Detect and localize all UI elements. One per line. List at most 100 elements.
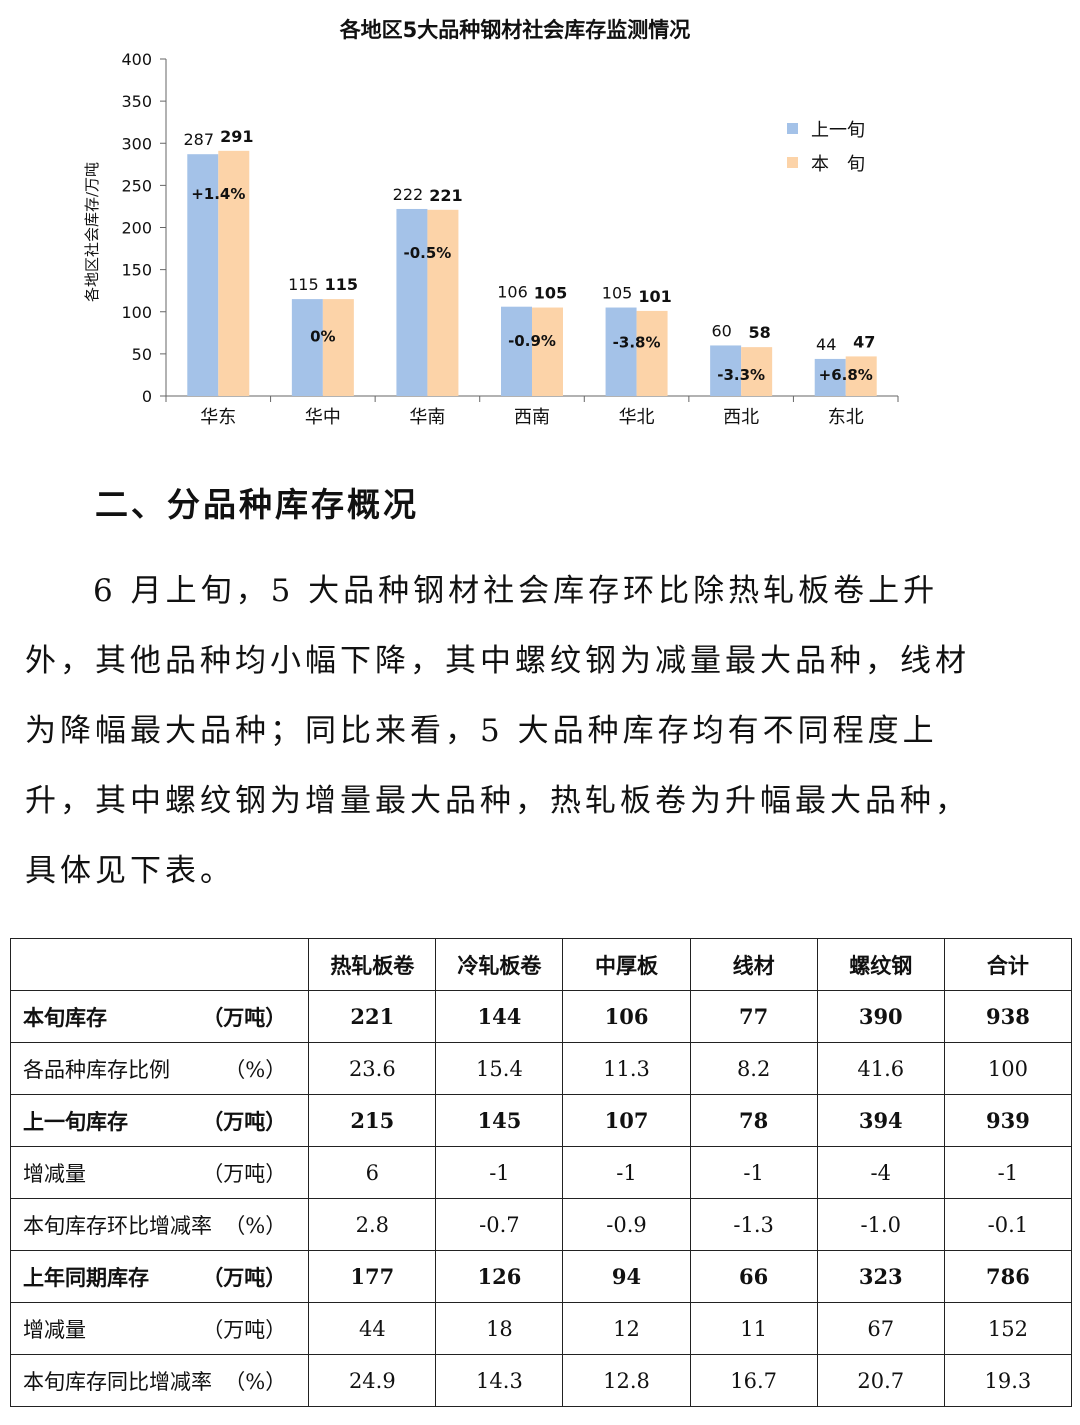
table-cell: -1 [435, 1146, 564, 1199]
x-tick-label: 华南 [409, 407, 445, 428]
row-unit: （万吨） [202, 1161, 287, 1186]
row-label-text: 各品种库存比例 [23, 1057, 170, 1082]
table-cell: 215 [308, 1094, 437, 1147]
change-label: 0% [310, 328, 335, 346]
row-unit: （万吨） [202, 1317, 287, 1342]
row-label-text: 增减量 [23, 1317, 86, 1342]
table-cell: 20.7 [816, 1354, 945, 1407]
table-cell: 2.8 [308, 1198, 437, 1251]
bar-current [322, 299, 354, 396]
table-cell: 24.9 [308, 1354, 437, 1407]
row-label: 本旬库存同比增减率 （%） [9, 1354, 310, 1407]
table-cell: -0.9 [562, 1198, 691, 1251]
change-label: -0.5% [404, 244, 452, 262]
table-cell: 77 [689, 990, 818, 1043]
column-header: 线材 [689, 938, 818, 991]
table-cell: 126 [435, 1250, 564, 1303]
y-tick-label: 50 [132, 345, 152, 364]
table-cell: -1 [943, 1146, 1073, 1199]
change-label: +6.8% [819, 366, 873, 384]
bar-current [741, 347, 773, 396]
table-cell: 152 [943, 1302, 1073, 1355]
table-cell: 11 [689, 1302, 818, 1355]
table-cell: 786 [943, 1250, 1073, 1303]
table-cell: 390 [816, 990, 945, 1043]
row-label: 各品种库存比例 （%） [9, 1042, 310, 1095]
row-label-text: 本旬库存同比增减率 [23, 1369, 212, 1394]
data-label-current: 105 [534, 284, 567, 303]
y-tick-label: 400 [121, 50, 152, 69]
data-label-previous: 115 [288, 275, 319, 294]
table-cell: 323 [816, 1250, 945, 1303]
table-cell: -1.3 [689, 1198, 818, 1251]
bar-previous [814, 358, 846, 396]
data-label-previous: 105 [602, 284, 633, 303]
data-label-current: 115 [325, 275, 358, 294]
table-cell: 100 [943, 1042, 1073, 1095]
table-cell: 41.6 [816, 1042, 945, 1095]
table-cell: 19.3 [943, 1354, 1073, 1407]
row-label-text: 上年同期库存 [23, 1264, 149, 1290]
data-label-previous: 60 [711, 321, 731, 340]
row-label-text: 上一旬库存 [23, 1108, 128, 1134]
row-label: 增减量 （万吨） [9, 1146, 310, 1199]
bar-current [845, 356, 877, 396]
header-corner-cell [9, 938, 310, 991]
table-row: 上年同期库存 （万吨） 177 126 94 66 323 786 [9, 1250, 1073, 1303]
table-row: 本旬库存 （万吨） 221 144 106 77 390 938 [9, 990, 1073, 1043]
data-label-current: 221 [429, 186, 462, 205]
row-label-text: 本旬库存 [23, 1004, 107, 1030]
table-cell: -4 [816, 1146, 945, 1199]
table-row: 增减量 （万吨） 44 18 12 11 67 152 [9, 1302, 1073, 1355]
table-header-row: 热轧板卷 冷轧板卷 中厚板 线材 螺纹钢 合计 [9, 938, 1073, 991]
row-label: 本旬库存环比增减率 （%） [9, 1198, 310, 1251]
table-cell: 12.8 [562, 1354, 691, 1407]
data-label-current: 291 [220, 127, 253, 146]
table-cell: 16.7 [689, 1354, 818, 1407]
bar-previous [710, 345, 742, 396]
table-cell: 6 [308, 1146, 437, 1199]
region-inventory-chart: 各地区5大品种钢材社会库存监测情况 各地区社会库存/万吨 0 50 100 150 20… [83, 18, 899, 428]
change-label: -3.3% [717, 366, 765, 384]
change-label: +1.4% [191, 185, 245, 203]
column-header: 螺纹钢 [816, 938, 945, 991]
table-cell: -0.1 [943, 1198, 1073, 1251]
legend-label: 本 旬 [811, 154, 865, 175]
table-cell: 106 [562, 990, 691, 1043]
table-cell: 107 [562, 1094, 691, 1147]
column-header: 合计 [943, 938, 1073, 991]
table-cell: 144 [435, 990, 564, 1043]
table-cell: 12 [562, 1302, 691, 1355]
data-label-current: 47 [853, 332, 875, 351]
data-label-previous: 222 [393, 185, 424, 204]
table-cell: -0.7 [435, 1198, 564, 1251]
change-label: -0.9% [508, 332, 556, 350]
plot-area: 0 50 100 150 200 250 300 350 400 华东 287 291 +1.4% 华中 1… [121, 50, 899, 428]
table-cell: 66 [689, 1250, 818, 1303]
y-axis-label: 各地区社会库存/万吨 [83, 162, 101, 302]
table-cell: 67 [816, 1302, 945, 1355]
table-row: 增减量 （万吨） 6 -1 -1 -1 -4 -1 [9, 1146, 1073, 1199]
row-label: 增减量 （万吨） [9, 1302, 310, 1355]
y-tick-label: 300 [121, 134, 152, 153]
bar-previous [291, 299, 323, 396]
table-row: 本旬库存环比增减率 （%） 2.8 -0.7 -0.9 -1.3 -1.0 -0.1 [9, 1198, 1073, 1251]
row-unit: （万吨） [202, 1004, 287, 1030]
legend-swatch [787, 157, 798, 168]
table-cell: 394 [816, 1094, 945, 1147]
bar-current [532, 307, 563, 396]
table-cell: 94 [562, 1250, 691, 1303]
bar-previous [501, 306, 532, 396]
y-tick-label: 200 [121, 219, 152, 238]
table-cell: 939 [943, 1094, 1073, 1147]
y-tick-label: 150 [121, 261, 152, 280]
legend-label: 上一旬 [811, 120, 865, 141]
data-label-current: 58 [749, 323, 771, 342]
table-body: 本旬库存 （万吨） 221 144 106 77 390 938 各品种库存比例 （%） 23.6 1… [9, 990, 1073, 1407]
body-paragraph: 6 月上旬，5 大品种钢材社会库存环比除热轧板卷上升外，其他品种均小幅下降，其中… [25, 573, 970, 889]
row-label-text: 本旬库存环比增减率 [23, 1213, 212, 1238]
x-tick-label: 西北 [723, 407, 759, 428]
row-unit: （%） [224, 1369, 287, 1394]
x-tick-label: 东北 [828, 407, 864, 428]
